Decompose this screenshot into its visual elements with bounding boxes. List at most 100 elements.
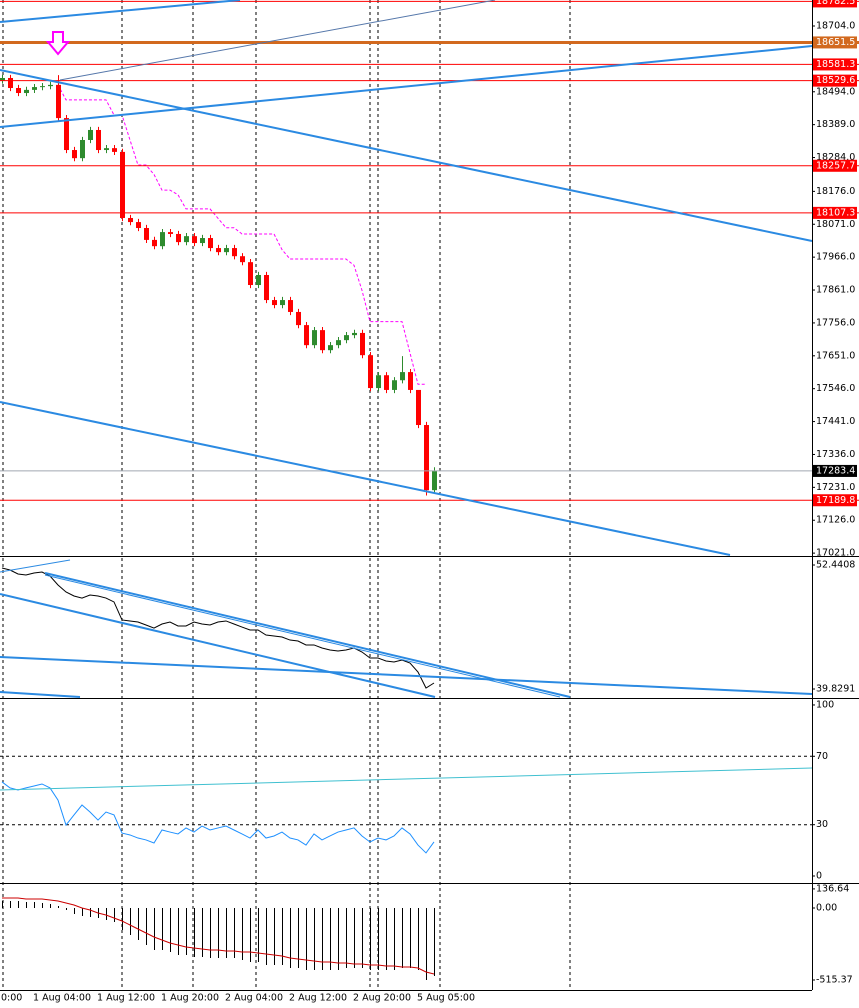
candle-body	[408, 372, 413, 390]
candle-body	[8, 77, 13, 89]
candle-body	[16, 88, 21, 94]
y-tick-label: 136.64	[816, 883, 849, 894]
candle-body	[344, 335, 349, 341]
candle-body	[328, 345, 333, 351]
candle-body	[264, 274, 269, 301]
y-tick-label: 17651.0	[816, 350, 855, 361]
candle-body	[248, 262, 253, 286]
candle-body	[224, 248, 229, 253]
candle-body	[336, 340, 341, 346]
y-tick-label: 0	[816, 871, 822, 882]
y-tick-label: 18704.0	[816, 20, 855, 31]
candle-body	[272, 300, 277, 306]
y-tick-label: 18389.0	[816, 119, 855, 130]
candle-body	[48, 84, 53, 87]
candle-body	[352, 332, 357, 336]
overlay-line	[57, 84, 426, 385]
candle-body	[240, 256, 245, 263]
x-tick-label: 5 Aug 05:00	[417, 993, 475, 1004]
signal-line	[2, 897, 435, 975]
candle-body	[280, 300, 285, 306]
candle-body	[40, 86, 45, 88]
candle-body	[384, 375, 389, 390]
indicator-line	[1, 781, 435, 854]
y-tick-label: 70	[816, 751, 828, 762]
candle-body	[144, 228, 149, 240]
y-tick-label: 17756.0	[816, 317, 855, 328]
candle-body	[104, 148, 109, 151]
level-box	[813, 0, 857, 8]
level-label: 17189.8	[816, 495, 855, 506]
x-tick-label: 1 Aug 04:00	[33, 993, 91, 1004]
y-tick-label: 17126.0	[816, 515, 855, 526]
candle-body	[288, 300, 293, 312]
x-tick-label: 0:00	[1, 993, 22, 1004]
y-tick-label: 30	[816, 819, 828, 830]
y-tick-label: 52.4408	[816, 560, 855, 571]
candle-body	[208, 238, 213, 249]
x-tick-label: 2 Aug 04:00	[225, 993, 283, 1004]
y-tick-label: 17336.0	[816, 449, 855, 460]
candle-body	[0, 77, 5, 81]
level-box	[813, 206, 857, 219]
candle-body	[392, 380, 397, 390]
candle-body	[232, 248, 237, 257]
candle-body	[312, 330, 317, 346]
candle-body	[24, 89, 29, 94]
x-tick-label: 2 Aug 20:00	[353, 993, 411, 1004]
candle-body	[136, 222, 141, 229]
candle-body	[96, 129, 101, 151]
candle-body	[296, 311, 301, 326]
y-tick-label: 17231.0	[816, 482, 855, 493]
x-tick-label: 1 Aug 20:00	[161, 993, 219, 1004]
candle-body	[200, 238, 205, 244]
last-price-box	[813, 464, 857, 477]
level-label: 18782.5	[816, 0, 855, 7]
candle-body	[56, 84, 61, 119]
candle-body	[112, 148, 117, 152]
level-box	[813, 74, 857, 87]
candle-body	[424, 425, 429, 491]
level-box	[813, 494, 857, 507]
candle-body	[176, 233, 181, 243]
candle-body	[120, 151, 125, 218]
candle-body	[304, 325, 309, 346]
x-tick-label: 1 Aug 12:00	[97, 993, 155, 1004]
candle-body	[360, 332, 365, 356]
candle-body	[192, 236, 197, 244]
signal-arrow	[45, 31, 71, 56]
level-label: 18651.5	[816, 37, 855, 48]
candle-body	[416, 389, 421, 426]
trend-lines	[0, 0, 813, 791]
y-tick-label: 39.8291	[816, 684, 855, 695]
candle-body	[72, 150, 77, 159]
level-label: 18107.3	[816, 207, 855, 218]
x-tick-label: 2 Aug 12:00	[289, 993, 347, 1004]
candle-body	[64, 118, 69, 151]
y-tick-label: 17546.0	[816, 383, 855, 394]
level-label: 18529.6	[816, 75, 855, 86]
candle-body	[184, 236, 189, 243]
candle-body	[400, 372, 405, 381]
last-price-label: 17283.4	[816, 465, 855, 476]
candle-body	[216, 248, 221, 253]
y-tick-label: 18284.0	[816, 152, 855, 163]
indicator-line	[1, 567, 435, 689]
y-tick-label: 18494.0	[816, 86, 855, 97]
candle-body	[152, 239, 157, 247]
y-tick-label: 0.00	[816, 902, 837, 913]
y-tick-label: 18176.0	[816, 186, 855, 197]
y-tick-label: 18071.0	[816, 219, 855, 230]
level-label: 18581.3	[816, 59, 855, 70]
candle-body	[168, 232, 173, 234]
level-box	[813, 58, 857, 71]
candle-body	[80, 140, 85, 159]
candle-body	[32, 87, 37, 90]
plot-layer	[0, 0, 859, 981]
level-box	[813, 36, 857, 49]
candle-body	[128, 217, 133, 223]
candle-body	[256, 274, 261, 286]
level-box	[813, 159, 857, 172]
